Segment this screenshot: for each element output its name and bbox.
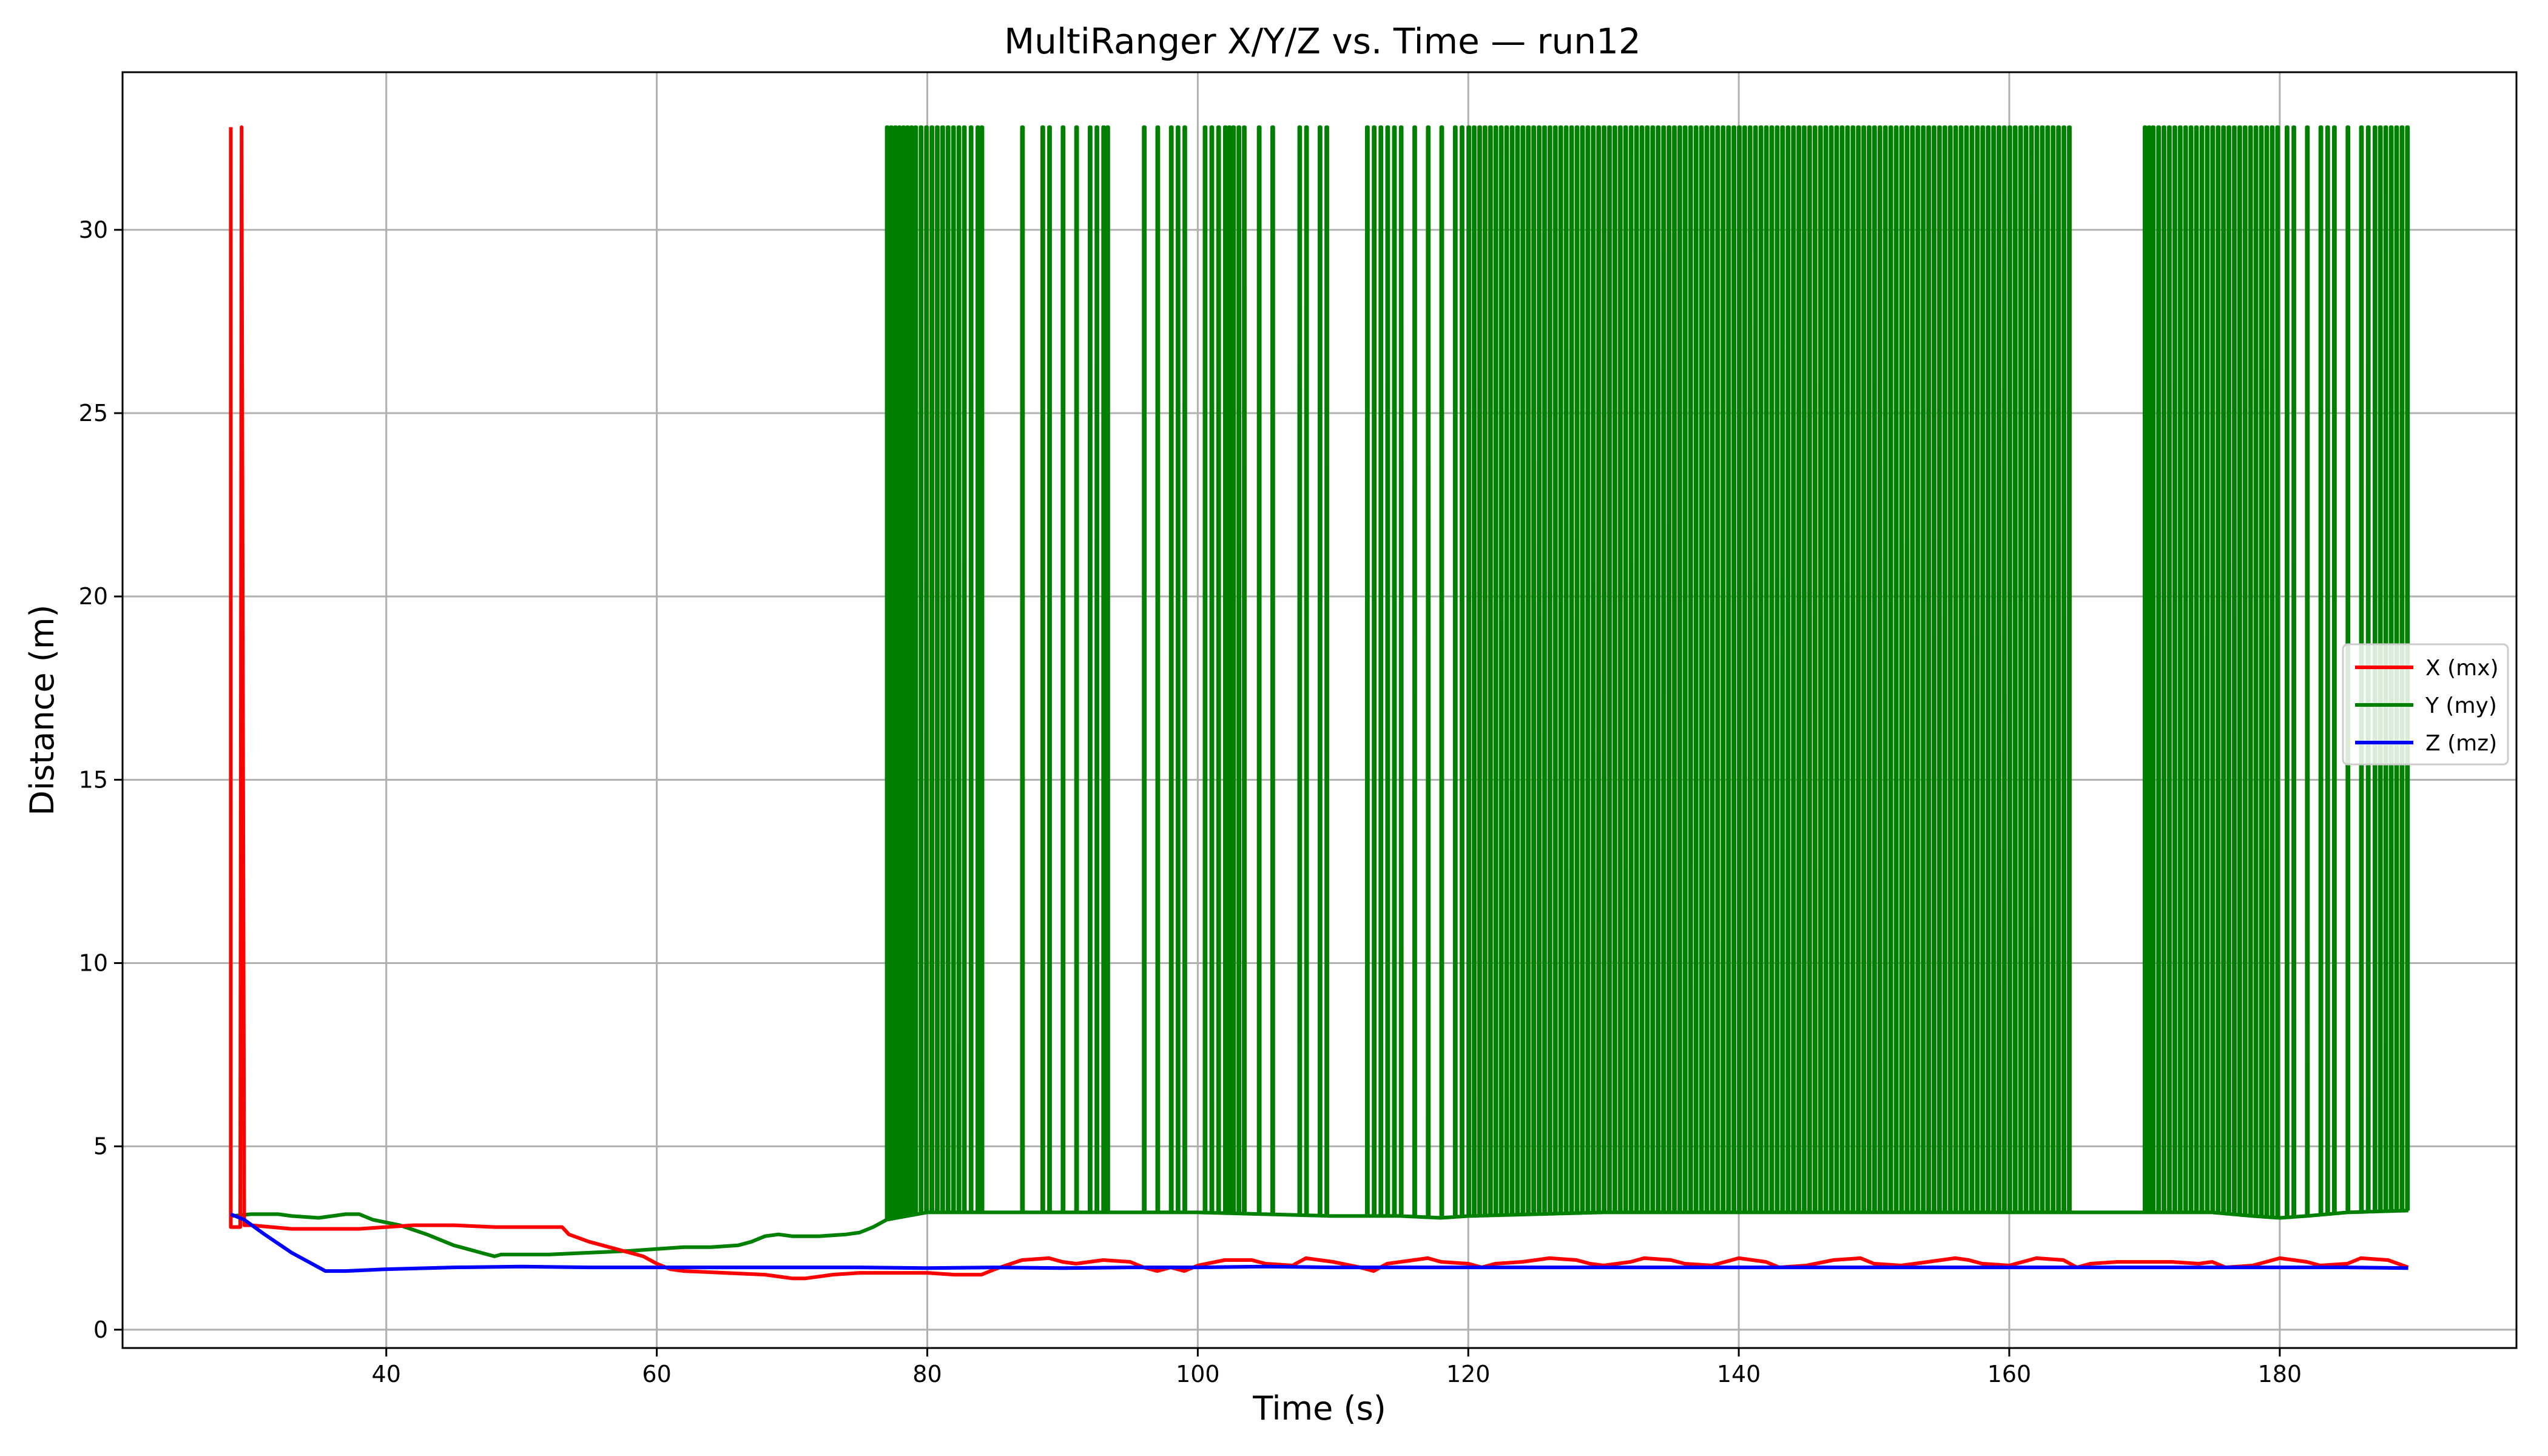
y-tick-label: 25 [79, 400, 108, 426]
y-axis-label: Distance (m) [23, 604, 61, 815]
y-tick-label: 0 [93, 1316, 108, 1343]
x-tick-label: 120 [1446, 1361, 1491, 1387]
y-tick-label: 30 [79, 217, 108, 243]
series-lines [229, 125, 2410, 1281]
legend-label: Y (my) [2425, 693, 2497, 718]
series-line-1 [232, 125, 2410, 1258]
x-tick-label: 80 [912, 1361, 942, 1387]
y-tick-label: 10 [79, 949, 108, 976]
x-tick-label: 60 [642, 1361, 671, 1387]
plot-frame [121, 71, 2518, 1349]
series-line-2 [230, 1212, 2408, 1273]
legend-label: X (mx) [2425, 656, 2499, 681]
x-tick-label: 40 [372, 1361, 401, 1387]
legend-label: Z (mz) [2425, 731, 2497, 756]
x-tick-label: 100 [1176, 1361, 1220, 1387]
y-tick-label: 20 [79, 583, 108, 610]
series-line-0 [229, 125, 2409, 1281]
x-axis-label: Time (s) [1252, 1389, 1386, 1427]
legend-box [2342, 643, 2509, 766]
x-tick-label: 140 [1717, 1361, 1761, 1387]
y-tick-label: 5 [93, 1133, 108, 1160]
x-tick-label: 180 [2258, 1361, 2302, 1387]
chart-title: MultiRanger X/Y/Z vs. Time — run12 [1004, 21, 1641, 62]
y-tick-label: 15 [79, 766, 108, 793]
x-tick-label: 160 [1987, 1361, 2032, 1387]
legend: X (mx) Y (my) Z (mz) [2342, 643, 2509, 766]
axis-ticks: 40 60 80 100 120 140 160 180 0 5 10 15 20 25 30 [79, 217, 2302, 1387]
